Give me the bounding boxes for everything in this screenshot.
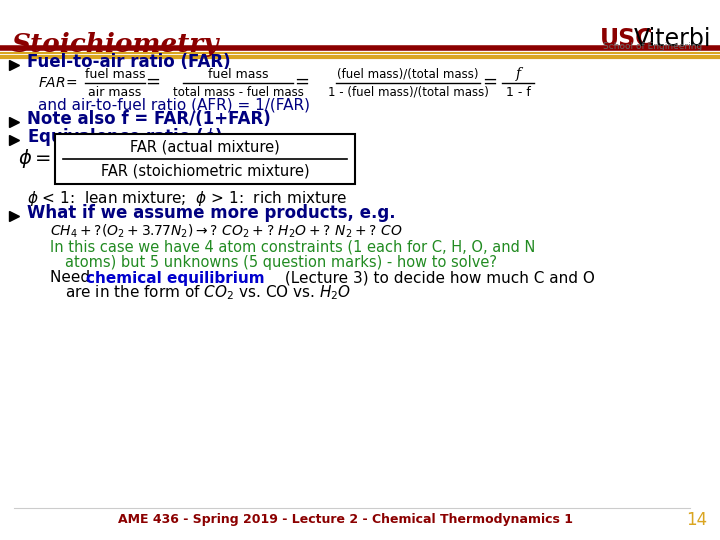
Text: Viterbi: Viterbi xyxy=(634,27,711,51)
Text: $CH_4 + ?(O_2 + 3.77N_2) \rightarrow ?\ CO_2 + ?\ H_2O + ?\ N_2 + ?\ CO$: $CH_4 + ?(O_2 + 3.77N_2) \rightarrow ?\ … xyxy=(50,222,402,240)
Text: Note also f = FAR/(1+FAR): Note also f = FAR/(1+FAR) xyxy=(27,110,271,128)
Text: are in the form of $CO_2$ vs. CO vs. $H_2O$: are in the form of $CO_2$ vs. CO vs. $H_… xyxy=(65,284,351,302)
Text: FAR (actual mixture): FAR (actual mixture) xyxy=(130,139,280,154)
Text: air mass: air mass xyxy=(89,85,142,98)
Text: and air-to-fuel ratio (AFR) = 1/(FAR): and air-to-fuel ratio (AFR) = 1/(FAR) xyxy=(38,98,310,112)
Text: chemical equilibrium: chemical equilibrium xyxy=(86,271,265,286)
Text: $FAR\!=\!$: $FAR\!=\!$ xyxy=(38,76,78,90)
Text: What if we assume more products, e.g.: What if we assume more products, e.g. xyxy=(27,204,395,222)
Text: =: = xyxy=(145,73,161,91)
Text: =: = xyxy=(482,73,498,91)
Text: atoms) but 5 unknowns (5 question marks) - how to solve?: atoms) but 5 unknowns (5 question marks)… xyxy=(65,254,497,269)
Text: (fuel mass)/(total mass): (fuel mass)/(total mass) xyxy=(337,68,479,80)
Text: FAR (stoichiometric mixture): FAR (stoichiometric mixture) xyxy=(101,164,310,179)
Text: Equivalence ratio ($\phi$): Equivalence ratio ($\phi$) xyxy=(27,126,222,148)
Bar xyxy=(55,134,355,184)
Text: Fuel-to-air ratio (FAR): Fuel-to-air ratio (FAR) xyxy=(27,53,230,71)
Text: (Lecture 3) to decide how much C and O: (Lecture 3) to decide how much C and O xyxy=(280,271,595,286)
Text: =: = xyxy=(294,73,310,91)
Text: 1 - f: 1 - f xyxy=(505,85,531,98)
Text: School of Engineering: School of Engineering xyxy=(603,42,702,51)
Text: 1 - (fuel mass)/(total mass): 1 - (fuel mass)/(total mass) xyxy=(328,85,488,98)
Text: fuel mass: fuel mass xyxy=(85,68,145,80)
Text: $\phi$ < 1:  lean mixture;  $\phi$ > 1:  rich mixture: $\phi$ < 1: lean mixture; $\phi$ > 1: ri… xyxy=(27,188,347,207)
Text: f: f xyxy=(516,67,521,81)
Text: $\phi=$: $\phi=$ xyxy=(18,147,51,171)
Text: fuel mass: fuel mass xyxy=(208,68,269,80)
Text: AME 436 - Spring 2019 - Lecture 2 - Chemical Thermodynamics 1: AME 436 - Spring 2019 - Lecture 2 - Chem… xyxy=(117,514,572,526)
Text: Need: Need xyxy=(50,271,95,286)
Text: In this case we have 4 atom constraints (1 each for C, H, O, and N: In this case we have 4 atom constraints … xyxy=(50,240,536,254)
Text: USC: USC xyxy=(600,27,654,51)
Text: total mass - fuel mass: total mass - fuel mass xyxy=(173,85,303,98)
Text: 14: 14 xyxy=(686,511,708,529)
Text: Stoichiometry: Stoichiometry xyxy=(12,32,220,57)
